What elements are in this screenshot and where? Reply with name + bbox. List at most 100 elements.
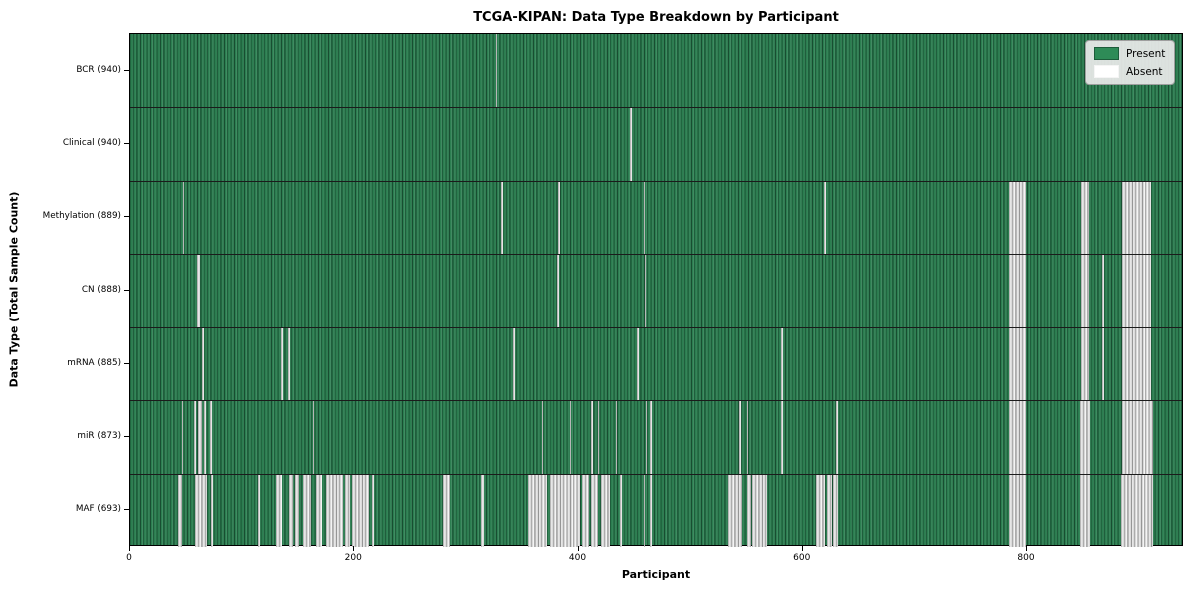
row-separator bbox=[130, 253, 1182, 255]
x-tick-mark bbox=[801, 546, 803, 551]
absent-run bbox=[541, 400, 544, 474]
y-tick-label-mrna: mRNA (885) bbox=[67, 357, 121, 368]
absent-run bbox=[827, 473, 832, 547]
y-tick-label-bcr: BCR (940) bbox=[76, 64, 121, 75]
absent-run bbox=[727, 473, 743, 547]
absent-run bbox=[1102, 253, 1104, 328]
absent-run bbox=[615, 400, 618, 474]
chart-title: TCGA-KIPAN: Data Type Breakdown by Parti… bbox=[473, 10, 839, 25]
row-separator bbox=[130, 327, 1182, 329]
y-tick-mark bbox=[124, 436, 129, 438]
absent-swatch bbox=[1094, 65, 1119, 78]
legend-label-absent: Absent bbox=[1126, 65, 1163, 78]
x-tick-mark bbox=[129, 546, 130, 551]
absent-run bbox=[781, 327, 784, 401]
absent-run bbox=[746, 400, 749, 474]
absent-run bbox=[645, 400, 648, 474]
absent-run bbox=[1009, 400, 1026, 474]
y-tick-label-clinical: Clinical (940) bbox=[62, 137, 121, 148]
x-tick-mark bbox=[1026, 546, 1028, 551]
x-tick-label: 0 bbox=[126, 553, 132, 563]
absent-run bbox=[352, 473, 369, 547]
absent-run bbox=[752, 473, 767, 547]
row-separator bbox=[130, 400, 1182, 402]
absent-run bbox=[275, 473, 283, 547]
absent-run bbox=[312, 400, 315, 474]
heatmap-row-mir bbox=[130, 400, 1182, 474]
absent-run bbox=[1009, 180, 1026, 254]
heatmap-row-mrna bbox=[130, 327, 1182, 401]
absent-run bbox=[738, 400, 741, 474]
absent-run bbox=[1009, 253, 1026, 328]
absent-run bbox=[836, 400, 839, 474]
absent-run bbox=[288, 327, 290, 401]
heatmap-row-maf bbox=[130, 473, 1182, 547]
absent-run bbox=[781, 400, 784, 474]
absent-run bbox=[1009, 473, 1026, 547]
x-tick-mark bbox=[353, 546, 355, 551]
absent-run bbox=[581, 473, 589, 547]
absent-run bbox=[643, 473, 646, 547]
absent-run bbox=[480, 473, 485, 547]
legend: Present Absent bbox=[1085, 40, 1176, 85]
absent-run bbox=[501, 180, 503, 254]
absent-run bbox=[619, 473, 622, 547]
absent-run bbox=[1080, 180, 1089, 254]
y-tick-mark bbox=[124, 362, 129, 364]
legend-item-present: Present bbox=[1094, 47, 1165, 60]
heatmap-row-cn bbox=[130, 253, 1182, 328]
absent-run bbox=[345, 473, 350, 547]
absent-run bbox=[210, 473, 213, 547]
absent-run bbox=[372, 473, 375, 547]
absent-run bbox=[289, 473, 293, 547]
absent-run bbox=[630, 107, 632, 181]
heatmap-row-bcr bbox=[130, 34, 1182, 108]
absent-run bbox=[833, 473, 838, 547]
y-tick-label-cn: CN (888) bbox=[81, 284, 121, 295]
absent-run bbox=[198, 400, 202, 474]
absent-run bbox=[178, 473, 182, 547]
absent-run bbox=[1122, 400, 1153, 474]
absent-run bbox=[650, 400, 652, 474]
absent-run bbox=[195, 473, 202, 547]
absent-run bbox=[528, 473, 548, 547]
absent-run bbox=[557, 253, 559, 328]
absent-run bbox=[590, 400, 593, 474]
absent-run bbox=[1102, 327, 1104, 401]
absent-run bbox=[513, 327, 516, 401]
absent-run bbox=[1079, 400, 1090, 474]
absent-run bbox=[294, 473, 300, 547]
absent-run bbox=[636, 327, 639, 401]
absent-run bbox=[1122, 253, 1152, 328]
absent-run bbox=[650, 473, 652, 547]
absent-run bbox=[643, 180, 646, 254]
heatmap-row-methylation bbox=[130, 180, 1182, 254]
absent-run bbox=[442, 473, 450, 547]
absent-run bbox=[193, 400, 197, 474]
x-tick-label: 800 bbox=[1017, 553, 1035, 563]
absent-run bbox=[644, 253, 647, 328]
row-separator bbox=[130, 107, 1182, 109]
absent-run bbox=[597, 400, 600, 474]
absent-run bbox=[1080, 253, 1089, 328]
y-tick-label-methylation: Methylation (889) bbox=[42, 211, 121, 222]
present-swatch bbox=[1094, 47, 1119, 60]
x-tick-label: 600 bbox=[793, 553, 811, 563]
absent-run bbox=[1121, 473, 1153, 547]
absent-run bbox=[816, 473, 826, 547]
absent-run bbox=[201, 327, 204, 401]
y-tick-mark bbox=[124, 69, 129, 71]
y-tick-mark bbox=[124, 142, 129, 144]
absent-run bbox=[326, 473, 344, 547]
heatmap-row-clinical bbox=[130, 107, 1182, 181]
row-separator bbox=[130, 473, 1182, 475]
absent-run bbox=[257, 473, 261, 547]
absent-run bbox=[1079, 473, 1090, 547]
absent-run bbox=[197, 253, 200, 328]
y-tick-mark bbox=[124, 509, 129, 511]
absent-run bbox=[569, 400, 572, 474]
x-tick-mark bbox=[577, 546, 579, 551]
absent-run bbox=[201, 473, 208, 547]
y-tick-label-maf: MAF (693) bbox=[75, 504, 121, 515]
